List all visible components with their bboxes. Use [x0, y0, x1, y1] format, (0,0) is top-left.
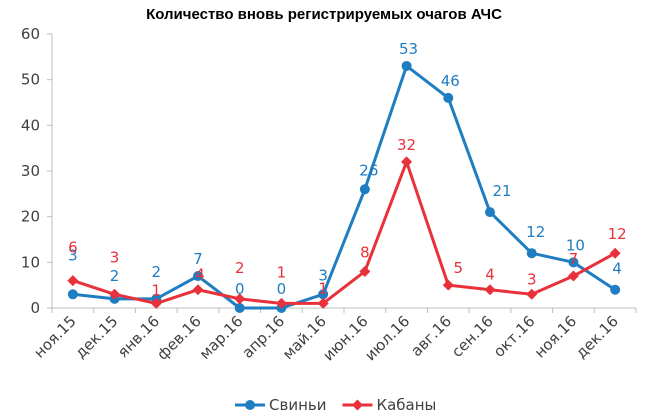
- x-tick-label: фев.16: [153, 312, 204, 363]
- legend-marker-1: [245, 400, 255, 410]
- y-tick-label: 40: [21, 116, 40, 134]
- series-2-point: [192, 284, 204, 296]
- x-tick-label: сен.16: [448, 312, 497, 361]
- series-2-point: [359, 265, 371, 277]
- series-2-point: [567, 270, 579, 282]
- series-2-point: [317, 297, 329, 309]
- series-2-point: [442, 279, 454, 291]
- series-1-point: [318, 289, 329, 300]
- series-2-point: [401, 156, 413, 168]
- series-1-point: [485, 207, 495, 218]
- series-1-point: [234, 303, 245, 313]
- data-label-series-2: 3: [110, 248, 120, 266]
- data-label-series-2: 12: [608, 225, 627, 243]
- x-tick-label: апр.16: [238, 312, 288, 362]
- data-label-series-2: 3: [527, 270, 537, 288]
- x-tick-label: мар.16: [196, 312, 247, 363]
- data-label-series-1: 0: [235, 280, 245, 298]
- x-tick-label: ноя.16: [531, 312, 580, 361]
- series-2-point: [609, 247, 621, 259]
- series-2-point: [67, 275, 79, 287]
- series-2-point: [109, 288, 121, 300]
- y-tick-label: 10: [21, 253, 40, 271]
- x-tick-label: окт.16: [490, 312, 539, 361]
- data-label-series-2: 1: [277, 263, 287, 281]
- data-label-series-2: 6: [68, 239, 78, 257]
- data-label-series-1: 2: [152, 263, 162, 281]
- data-label-series-1: 2: [110, 267, 120, 285]
- series-2-point: [275, 297, 287, 309]
- series-2-point: [234, 293, 246, 305]
- x-tick-label: дек.16: [572, 312, 622, 362]
- data-label-series-1: 4: [612, 260, 622, 278]
- legend-marker-2: [351, 399, 363, 411]
- x-tick-label: ноя.15: [30, 312, 79, 361]
- x-tick-label: июл.16: [361, 312, 413, 364]
- y-tick-label: 0: [30, 299, 40, 317]
- y-tick-label: 20: [21, 208, 40, 226]
- data-label-series-1: 46: [441, 72, 460, 90]
- y-tick-label: 50: [21, 71, 40, 89]
- series-1-point: [359, 184, 370, 195]
- series-1-point: [610, 284, 621, 295]
- data-label-series-1: 26: [359, 161, 378, 179]
- series-2-point: [484, 284, 496, 296]
- data-label-series-2: 4: [195, 266, 205, 284]
- y-tick-label: 60: [21, 25, 40, 43]
- series-line-1: [72, 64, 616, 310]
- data-label-series-2: 1: [152, 281, 162, 299]
- data-label-series-1: 7: [193, 250, 203, 268]
- series-2-point: [150, 297, 162, 309]
- legend-label-2: Кабаны: [376, 396, 436, 414]
- series-1-point: [526, 248, 537, 259]
- data-label-series-1: 53: [399, 40, 418, 58]
- data-label-series-1: 3: [68, 246, 78, 264]
- data-label-series-2: 7: [569, 250, 579, 268]
- x-tick-label: авг.16: [407, 312, 455, 360]
- series-line-2: [72, 160, 616, 305]
- series-1-point: [568, 257, 579, 268]
- x-tick-label: июн.16: [319, 312, 371, 364]
- chart-title: Количество вновь регистрируемых очагов А…: [146, 6, 502, 23]
- data-label-series-2: 4: [485, 266, 495, 284]
- series-1-point: [443, 92, 454, 103]
- data-label-series-2: 32: [397, 136, 416, 154]
- x-tick-label: дек.15: [72, 312, 122, 362]
- y-tick-label: 30: [21, 162, 40, 180]
- data-label-series-2: 8: [360, 243, 370, 261]
- data-label-series-1: 3: [318, 266, 328, 284]
- series-2-point: [526, 288, 538, 300]
- series-1-point: [193, 271, 203, 282]
- data-label-series-1: 10: [566, 236, 585, 254]
- data-label-series-1: 12: [526, 223, 545, 241]
- series-1-point: [67, 289, 78, 300]
- data-label-series-2: 5: [454, 259, 464, 277]
- series-1-point: [401, 60, 412, 71]
- data-label-series-1: 21: [492, 182, 511, 200]
- data-label-series-2: 2: [235, 259, 245, 277]
- data-label-series-2: 1: [318, 279, 328, 297]
- data-label-series-1: 0: [277, 280, 287, 298]
- legend-label-1: Свиньи: [269, 396, 326, 414]
